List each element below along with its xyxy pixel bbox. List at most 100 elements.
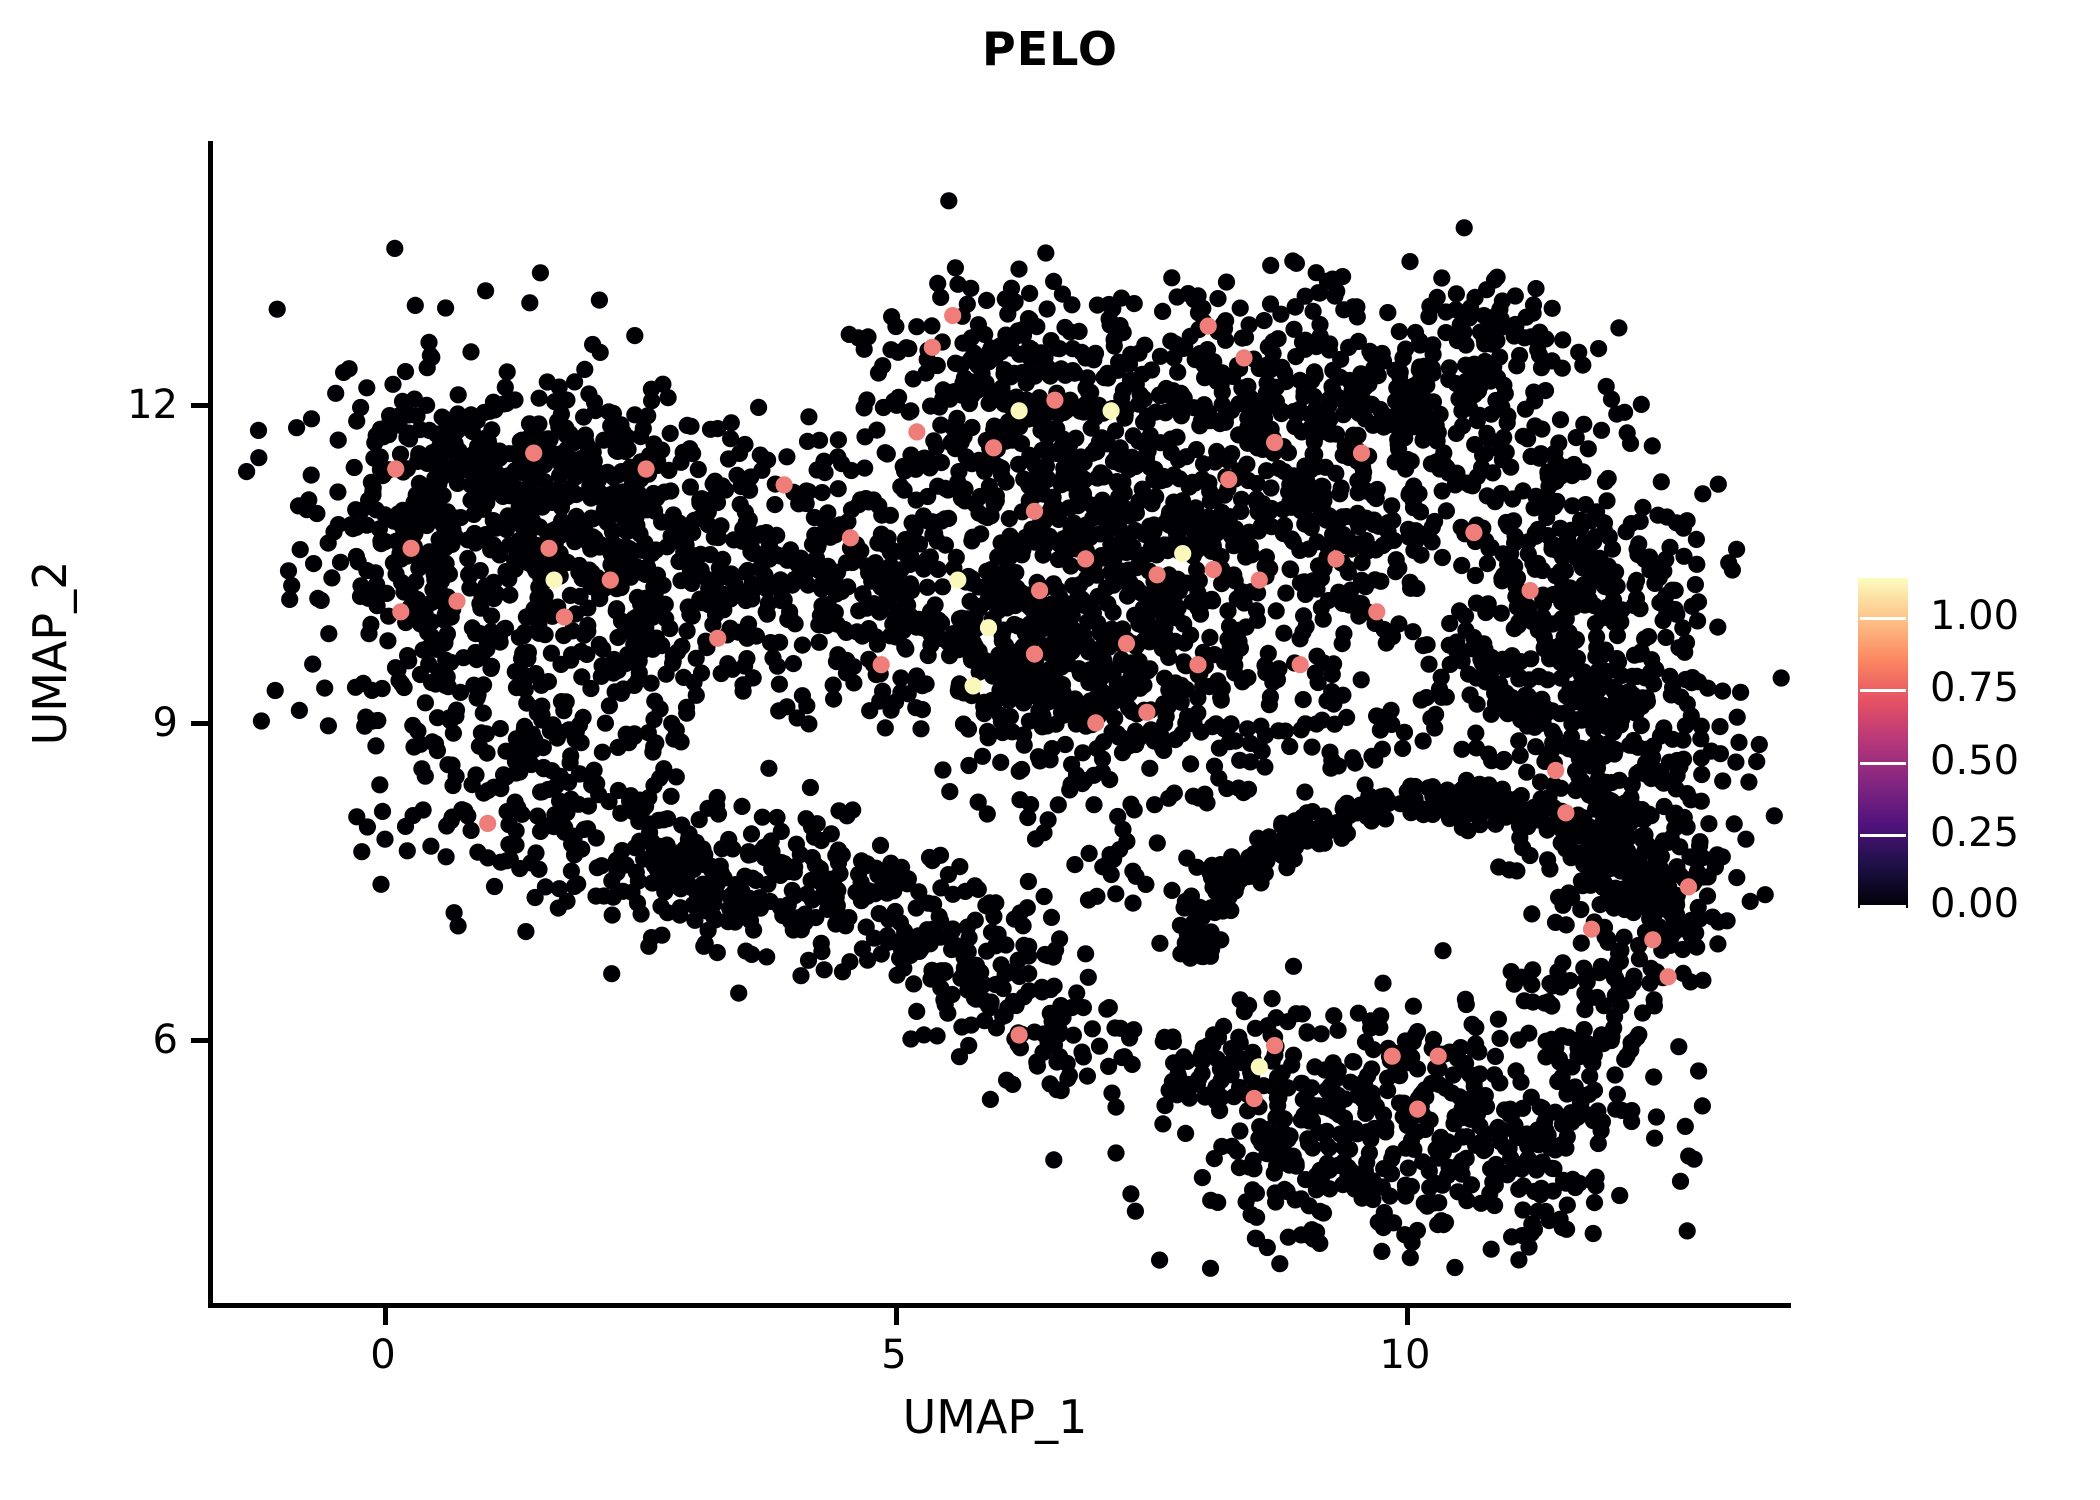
scatter-point xyxy=(600,697,619,715)
scatter-point xyxy=(692,664,711,682)
scatter-point xyxy=(1183,505,1201,523)
scatter-point xyxy=(992,753,1010,772)
scatter-point xyxy=(1269,1096,1287,1115)
scatter-point xyxy=(793,636,812,654)
scatter-point xyxy=(647,541,665,559)
scatter-point xyxy=(376,506,394,524)
plot-area[interactable] xyxy=(208,141,1791,1308)
scatter-point xyxy=(890,388,908,406)
scatter-point xyxy=(1201,1259,1220,1277)
scatter-point xyxy=(1042,908,1061,927)
scatter-point xyxy=(595,887,613,905)
scatter-point xyxy=(373,802,392,821)
scatter-point xyxy=(1674,964,1692,983)
scatter-point xyxy=(1657,628,1675,647)
scatter-point xyxy=(1100,1057,1118,1075)
scatter-point xyxy=(458,455,476,473)
scatter-point xyxy=(1339,563,1357,582)
scatter-point xyxy=(871,836,890,855)
scatter-point xyxy=(1172,407,1190,425)
scatter-point xyxy=(1607,683,1625,702)
scatter-point xyxy=(673,637,691,655)
scatter-point xyxy=(1303,1112,1322,1130)
scatter-point xyxy=(667,768,685,786)
scatter-point xyxy=(895,927,913,945)
scatter-point xyxy=(721,899,739,918)
scatter-point xyxy=(1120,699,1138,717)
scatter-point xyxy=(459,807,477,825)
scatter-point xyxy=(1191,345,1209,363)
scatter-point xyxy=(391,445,410,463)
scatter-point xyxy=(1151,1251,1169,1269)
scatter-point xyxy=(519,509,537,527)
scatter-point xyxy=(425,566,443,584)
scatter-point xyxy=(1067,429,1085,447)
scatter-point xyxy=(1193,470,1211,488)
scatter-point xyxy=(801,778,820,797)
scatter-point xyxy=(1305,363,1323,381)
scatter-point xyxy=(1765,807,1783,825)
scatter-point xyxy=(1104,300,1122,318)
scatter-point xyxy=(742,825,761,843)
scatter-point xyxy=(739,516,757,534)
scatter-point xyxy=(1045,575,1063,593)
scatter-point xyxy=(1535,640,1554,658)
scatter-point xyxy=(1019,475,1037,493)
scatter-point xyxy=(1491,678,1509,697)
scatter-point xyxy=(829,431,848,449)
scatter-point xyxy=(1482,1240,1500,1258)
scatter-point xyxy=(1637,765,1655,784)
scatter-point xyxy=(1395,1094,1413,1112)
scatter-point xyxy=(1612,613,1630,631)
scatter-point xyxy=(1130,452,1148,470)
scatter-point xyxy=(892,669,910,687)
scatter-point xyxy=(1377,810,1395,828)
scatter-point xyxy=(468,412,486,430)
scatter-point xyxy=(1314,1098,1332,1116)
scatter-point xyxy=(329,483,347,501)
scatter-point xyxy=(1560,884,1578,902)
scatter-point xyxy=(1308,533,1326,551)
scatter-point xyxy=(981,1090,1000,1108)
scatter-point xyxy=(442,608,460,626)
scatter-point xyxy=(919,894,937,912)
scatter-point xyxy=(1655,899,1673,918)
scatter-point xyxy=(1547,567,1565,585)
scatter-point xyxy=(1304,302,1322,320)
scatter-point xyxy=(620,460,639,478)
scatter-point xyxy=(1326,287,1344,305)
scatter-point xyxy=(1156,514,1174,532)
scatter-point xyxy=(408,407,426,425)
scatter-point xyxy=(684,896,702,914)
scatter-point xyxy=(1678,785,1696,803)
scatter-point xyxy=(1296,585,1315,604)
scatter-point xyxy=(398,842,416,860)
scatter-point xyxy=(949,641,968,659)
scatter-point xyxy=(1295,607,1313,625)
scatter-point xyxy=(1362,1130,1380,1148)
scatter-point xyxy=(1092,639,1110,657)
scatter-point xyxy=(948,409,966,427)
scatter-point xyxy=(1093,429,1111,447)
scatter-point xyxy=(1493,780,1511,798)
scatter-point xyxy=(989,548,1007,566)
scatter-point xyxy=(904,370,922,388)
scatter-point xyxy=(619,646,637,664)
scatter-point xyxy=(416,767,434,785)
scatter-point xyxy=(763,846,781,864)
scatter-point xyxy=(1231,639,1249,657)
scatter-point xyxy=(979,996,997,1015)
scatter-point xyxy=(1581,1067,1599,1085)
scatter-point xyxy=(730,984,748,1002)
scatter-point xyxy=(1189,689,1207,707)
scatter-point xyxy=(1387,563,1405,581)
scatter-point xyxy=(1142,721,1160,739)
scatter-point xyxy=(582,540,600,558)
scatter-point xyxy=(290,701,308,720)
scatter-point xyxy=(1237,1193,1255,1211)
scatter-point xyxy=(342,516,360,534)
scatter-point xyxy=(683,607,702,625)
scatter-point xyxy=(1527,738,1545,756)
scatter-point xyxy=(427,550,445,568)
scatter-point xyxy=(348,412,366,430)
